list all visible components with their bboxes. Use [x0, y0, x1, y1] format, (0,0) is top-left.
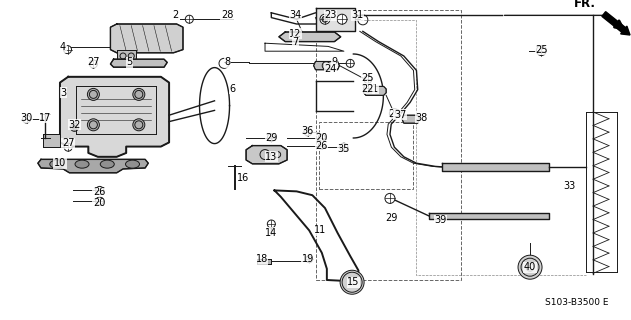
Bar — [319, 122, 413, 189]
Text: 22: 22 — [362, 84, 374, 94]
Text: 4: 4 — [60, 42, 66, 52]
Text: 16: 16 — [237, 172, 249, 183]
Circle shape — [337, 14, 347, 24]
Polygon shape — [110, 59, 167, 67]
Circle shape — [72, 125, 77, 130]
Text: 33: 33 — [563, 180, 575, 191]
Text: 7: 7 — [292, 36, 298, 47]
Circle shape — [364, 76, 372, 83]
Text: 24: 24 — [324, 64, 337, 74]
Text: 13: 13 — [265, 152, 278, 162]
Text: 14: 14 — [265, 228, 278, 238]
Circle shape — [23, 115, 30, 123]
Polygon shape — [316, 8, 355, 31]
Circle shape — [364, 84, 372, 92]
Text: 34: 34 — [289, 10, 302, 20]
Text: 37: 37 — [394, 109, 406, 120]
Circle shape — [87, 119, 100, 131]
Text: 6: 6 — [229, 84, 235, 94]
Text: 40: 40 — [524, 262, 536, 272]
Text: 20: 20 — [316, 132, 328, 143]
Circle shape — [318, 142, 326, 149]
Circle shape — [186, 15, 193, 23]
Text: 29: 29 — [385, 212, 398, 223]
Circle shape — [322, 16, 328, 22]
Text: 27: 27 — [87, 57, 100, 68]
Circle shape — [518, 255, 542, 279]
Text: 8: 8 — [224, 57, 230, 68]
Circle shape — [268, 133, 275, 141]
Ellipse shape — [50, 160, 64, 168]
Text: 29: 29 — [388, 108, 401, 119]
Text: 39: 39 — [434, 215, 447, 225]
Text: 36: 36 — [302, 125, 314, 136]
Text: 19: 19 — [302, 254, 314, 264]
Circle shape — [64, 143, 72, 151]
Text: 26: 26 — [93, 187, 105, 197]
Text: 31: 31 — [351, 10, 364, 20]
Polygon shape — [429, 213, 549, 219]
Text: 30: 30 — [20, 113, 33, 123]
Text: FR.: FR. — [574, 0, 596, 10]
FancyArrow shape — [602, 12, 630, 35]
Text: 38: 38 — [415, 113, 428, 123]
Circle shape — [346, 60, 354, 68]
Circle shape — [320, 14, 330, 24]
Bar — [316, 10, 461, 280]
Circle shape — [389, 108, 399, 119]
Circle shape — [133, 119, 145, 131]
Text: 15: 15 — [347, 277, 360, 287]
Text: 2: 2 — [172, 10, 179, 20]
Circle shape — [385, 193, 395, 204]
Polygon shape — [43, 134, 60, 147]
Circle shape — [133, 88, 145, 100]
Text: 3: 3 — [60, 88, 66, 98]
Polygon shape — [60, 77, 169, 157]
Text: 1: 1 — [372, 84, 379, 94]
Text: 35: 35 — [338, 144, 350, 154]
Text: 28: 28 — [221, 10, 233, 20]
Circle shape — [96, 197, 103, 205]
Polygon shape — [110, 24, 183, 53]
Circle shape — [87, 88, 100, 100]
Circle shape — [96, 186, 103, 194]
Text: 12: 12 — [289, 28, 302, 39]
Polygon shape — [314, 61, 339, 70]
Text: 5: 5 — [126, 57, 133, 68]
Ellipse shape — [126, 160, 139, 168]
Polygon shape — [117, 50, 136, 59]
Text: 18: 18 — [256, 254, 268, 264]
Text: 9: 9 — [331, 57, 338, 68]
Polygon shape — [363, 86, 386, 95]
Text: 17: 17 — [39, 113, 52, 123]
Circle shape — [318, 134, 326, 141]
Circle shape — [90, 60, 97, 68]
Text: S103-B3500 E: S103-B3500 E — [545, 298, 609, 307]
Circle shape — [268, 220, 275, 228]
Circle shape — [305, 256, 313, 263]
Text: 10: 10 — [54, 158, 66, 168]
Polygon shape — [257, 259, 271, 264]
Ellipse shape — [75, 160, 89, 168]
Polygon shape — [442, 163, 549, 171]
Circle shape — [340, 143, 348, 151]
Polygon shape — [38, 159, 148, 173]
Text: 26: 26 — [316, 140, 328, 151]
Text: 11: 11 — [314, 225, 327, 236]
Circle shape — [340, 270, 364, 294]
Circle shape — [536, 45, 546, 56]
Ellipse shape — [100, 160, 114, 168]
Polygon shape — [402, 115, 420, 123]
Text: 20: 20 — [93, 198, 105, 208]
Polygon shape — [246, 146, 287, 164]
Text: 25: 25 — [362, 73, 374, 84]
Text: 32: 32 — [68, 120, 81, 130]
Polygon shape — [279, 32, 341, 42]
Text: 29: 29 — [265, 132, 278, 143]
Circle shape — [304, 128, 312, 136]
Circle shape — [64, 46, 71, 53]
Text: 25: 25 — [535, 44, 548, 55]
Text: 27: 27 — [62, 138, 74, 148]
Text: 23: 23 — [324, 10, 337, 20]
